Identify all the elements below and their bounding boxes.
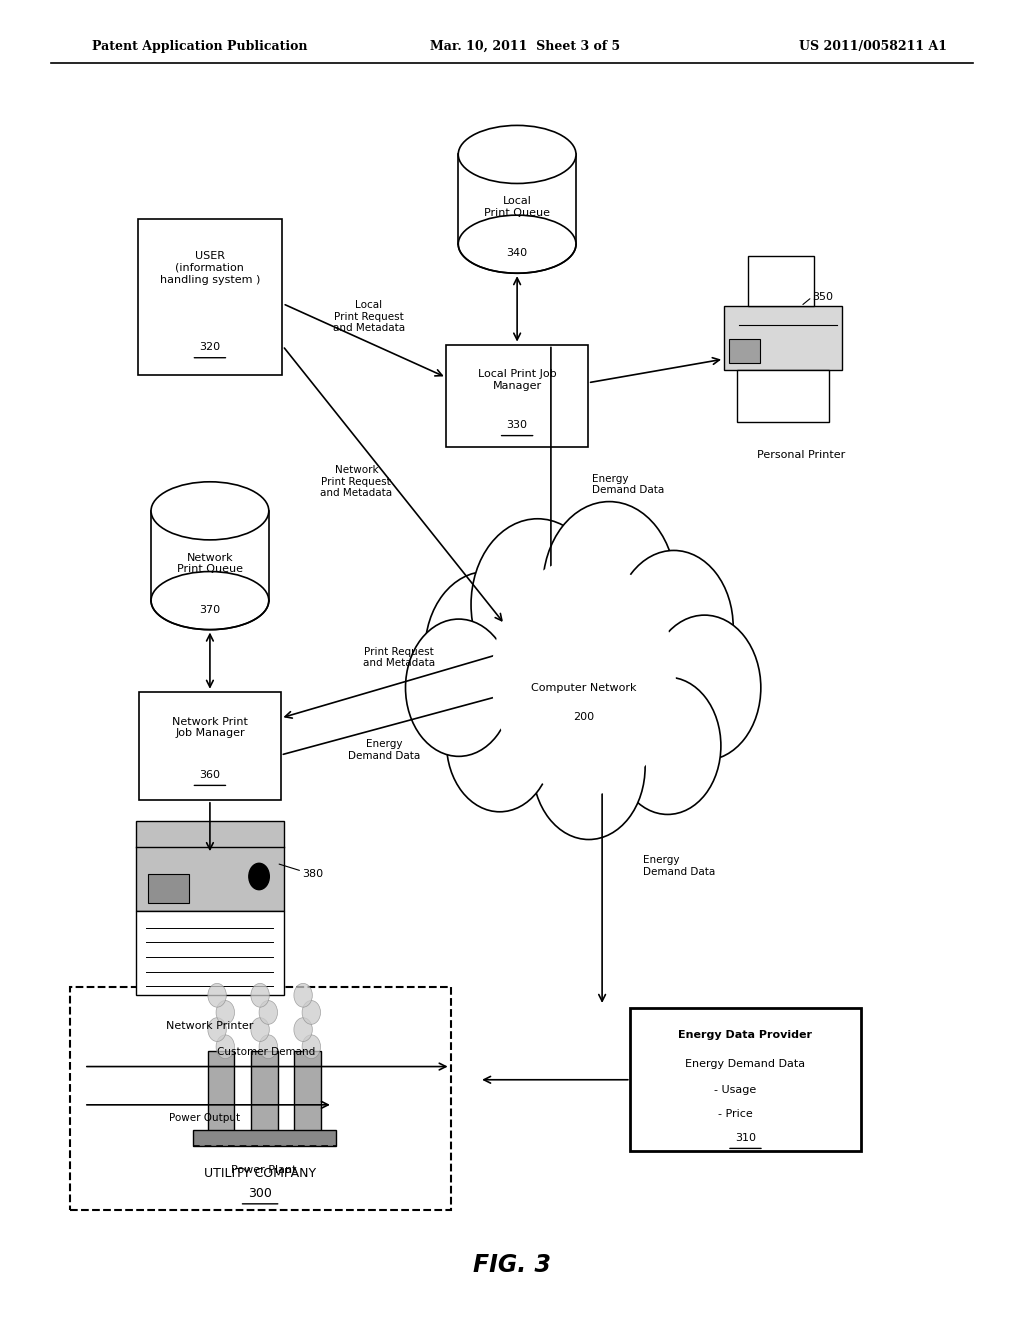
Text: 380: 380 <box>302 869 324 879</box>
Bar <box>136 821 284 911</box>
Circle shape <box>302 1001 321 1024</box>
Circle shape <box>446 675 553 812</box>
Circle shape <box>543 502 676 673</box>
Text: Energy Demand Data: Energy Demand Data <box>685 1059 806 1069</box>
Bar <box>737 370 829 422</box>
Bar <box>459 154 575 244</box>
Bar <box>294 1051 321 1133</box>
Text: Energy
Demand Data: Energy Demand Data <box>348 739 420 760</box>
Circle shape <box>614 550 733 704</box>
Bar <box>152 511 268 601</box>
Text: 300: 300 <box>248 1187 272 1200</box>
Circle shape <box>302 1035 321 1059</box>
Bar <box>630 1008 860 1151</box>
Text: Network
Print Request
and Metadata: Network Print Request and Metadata <box>321 465 392 499</box>
Text: FIG. 3: FIG. 3 <box>473 1253 551 1276</box>
Bar <box>251 1051 278 1133</box>
Text: 360: 360 <box>200 770 220 780</box>
Circle shape <box>208 983 226 1007</box>
Text: Power Plant: Power Plant <box>231 1164 297 1175</box>
Text: UTILITY COMPANY: UTILITY COMPANY <box>204 1167 316 1180</box>
Ellipse shape <box>459 215 575 273</box>
Circle shape <box>251 983 269 1007</box>
Bar <box>446 345 588 447</box>
Circle shape <box>216 1001 234 1024</box>
Bar <box>139 692 281 800</box>
Bar <box>748 256 814 306</box>
Circle shape <box>648 615 761 760</box>
Text: USER
(information
handling system ): USER (information handling system ) <box>160 251 260 285</box>
Circle shape <box>614 677 721 814</box>
Text: 370: 370 <box>200 605 220 615</box>
Text: 320: 320 <box>200 342 220 352</box>
Text: Power Output: Power Output <box>169 1113 241 1123</box>
Text: - Usage: - Usage <box>714 1085 757 1096</box>
Circle shape <box>471 519 604 690</box>
Ellipse shape <box>152 572 268 630</box>
Text: Computer Network: Computer Network <box>530 682 637 693</box>
Circle shape <box>251 1018 269 1041</box>
Text: Customer Demand: Customer Demand <box>217 1047 315 1057</box>
Text: Energy
Demand Data: Energy Demand Data <box>592 474 665 495</box>
Text: Print Request
and Metadata: Print Request and Metadata <box>364 647 435 668</box>
Text: US 2011/0058211 A1: US 2011/0058211 A1 <box>799 40 947 53</box>
Circle shape <box>532 694 645 840</box>
Circle shape <box>259 1001 278 1024</box>
Circle shape <box>492 558 676 796</box>
Circle shape <box>294 983 312 1007</box>
Circle shape <box>294 1018 312 1041</box>
Text: Patent Application Publication: Patent Application Publication <box>92 40 307 53</box>
Text: 350: 350 <box>812 292 834 302</box>
Text: Energy
Demand Data: Energy Demand Data <box>643 855 716 876</box>
Bar <box>148 874 189 903</box>
Bar <box>138 219 282 375</box>
Text: 200: 200 <box>573 711 594 722</box>
Circle shape <box>216 1035 234 1059</box>
Circle shape <box>425 572 548 730</box>
Text: - Price: - Price <box>718 1109 753 1119</box>
Ellipse shape <box>152 482 268 540</box>
Bar <box>193 1130 336 1146</box>
Bar <box>208 1051 234 1133</box>
Text: Network Print
Job Manager: Network Print Job Manager <box>172 717 248 738</box>
Text: 310: 310 <box>735 1133 756 1143</box>
Circle shape <box>249 863 269 890</box>
Text: Energy Data Provider: Energy Data Provider <box>679 1030 812 1040</box>
Text: Personal Printer: Personal Printer <box>757 450 845 461</box>
Text: Local Print Job
Manager: Local Print Job Manager <box>478 370 556 391</box>
Text: Local
Print Request
and Metadata: Local Print Request and Metadata <box>333 300 404 334</box>
Text: 340: 340 <box>507 248 527 259</box>
Bar <box>70 987 451 1210</box>
Bar <box>136 911 284 995</box>
Bar <box>729 339 760 363</box>
Circle shape <box>208 1018 226 1041</box>
Text: Network Printer: Network Printer <box>166 1020 254 1031</box>
Text: 330: 330 <box>507 420 527 430</box>
Text: Network
Print Queue: Network Print Queue <box>177 553 243 574</box>
Ellipse shape <box>459 125 575 183</box>
Bar <box>724 306 842 370</box>
Text: Mar. 10, 2011  Sheet 3 of 5: Mar. 10, 2011 Sheet 3 of 5 <box>430 40 621 53</box>
Circle shape <box>259 1035 278 1059</box>
Text: Local
Print Queue: Local Print Queue <box>484 197 550 218</box>
Circle shape <box>406 619 512 756</box>
